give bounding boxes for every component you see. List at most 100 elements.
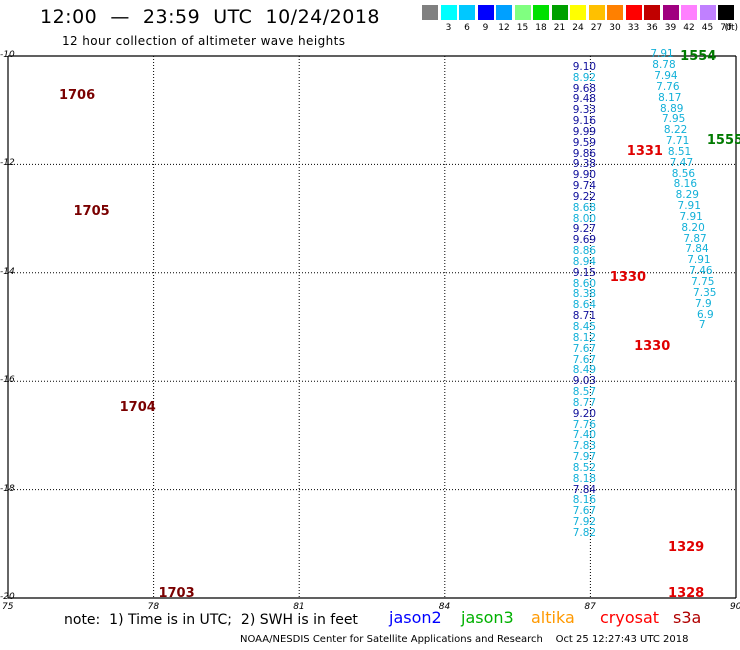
wave-height-value: 9.10 <box>572 60 597 73</box>
wave-height-value: 9.68 <box>572 82 597 95</box>
wave-height-value: 9.99 <box>572 125 597 138</box>
wave-height-value: 9.22 <box>572 190 597 203</box>
wave-height-value: 8.18 <box>572 472 597 485</box>
legend-unit: (ft) <box>724 23 739 33</box>
x-tick-label: 75 <box>2 602 14 612</box>
legend-label: 45 <box>701 23 714 33</box>
y-tick-label: -14 <box>0 266 15 277</box>
legend-label: 12 <box>498 23 510 33</box>
satellite-cryosat: cryosat <box>600 608 660 627</box>
wave-height-value: 7.82 <box>572 526 597 539</box>
wave-height-value: 8.60 <box>572 277 597 290</box>
wave-height-value: 7.91 <box>679 210 703 223</box>
wave-height-value: 7.91 <box>687 254 711 267</box>
wave-height-value: 7.9 <box>694 297 712 310</box>
legend-label: 3 <box>445 23 452 33</box>
wave-height-value: 7.67 <box>572 353 597 366</box>
legend-label: 18 <box>535 23 547 33</box>
pass-number: 1331 <box>626 143 663 159</box>
wave-height-value: 7.46 <box>689 265 713 278</box>
wave-height-value: 7.76 <box>572 418 597 431</box>
wave-height-value: 8.16 <box>673 178 698 191</box>
legend-swatch <box>551 5 568 20</box>
wave-height-value: 9.16 <box>572 115 597 128</box>
legend-label: 27 <box>590 23 603 33</box>
wave-height-value: 8.57 <box>572 386 597 399</box>
wave-height-value: 8.12 <box>572 331 597 344</box>
legend-swatch <box>570 5 586 20</box>
wave-height-value: 8.45 <box>572 321 597 333</box>
wave-height-value: 8.17 <box>658 91 682 104</box>
legend-label: 9 <box>482 23 489 33</box>
legend-swatch <box>422 5 438 20</box>
legend-swatch <box>477 5 494 20</box>
wave-height-value: 9.59 <box>572 136 597 149</box>
satellite-jason2: jason2 <box>389 608 442 627</box>
legend-label: 24 <box>572 23 584 33</box>
pass-number: 1330 <box>609 269 646 285</box>
satellite-jason3: jason3 <box>461 608 514 627</box>
wave-height-value: 9.48 <box>572 93 597 106</box>
wave-height-value: 7.67 <box>572 342 597 355</box>
wave-height-value: 9.27 <box>572 223 597 236</box>
y-tick-label: -10 <box>0 50 15 60</box>
wave-height-value: 8.20 <box>681 221 705 234</box>
wave-height-value: 6.9 <box>696 308 714 321</box>
wave-height-value: 7.40 <box>572 429 597 442</box>
legend-swatch <box>533 5 549 20</box>
legend-swatch <box>440 5 457 20</box>
y-tick-label: -18 <box>0 483 15 494</box>
wave-height-value: 8.51 <box>667 145 692 158</box>
wave-height-value: 9.74 <box>572 180 597 193</box>
legend-swatch <box>644 5 660 20</box>
wave-height-value: 8.38 <box>572 288 597 301</box>
wave-height-value: 8.71 <box>572 310 597 323</box>
legend-swatch <box>718 5 734 20</box>
y-tick-label: -16 <box>0 375 15 386</box>
wave-height-value: 8.92 <box>572 71 597 84</box>
legend-label: 21 <box>553 23 566 33</box>
legend-swatch <box>625 5 642 20</box>
legend-swatch <box>496 5 512 20</box>
x-tick-label: 81 <box>293 602 305 612</box>
wave-height-value: 7.91 <box>650 48 674 61</box>
wave-height-value: 7.94 <box>654 70 678 83</box>
legend-label: 30 <box>609 23 621 33</box>
satellite-altika: altika <box>531 608 575 627</box>
legend-label: 42 <box>683 23 695 33</box>
wave-height-value: 8.94 <box>572 255 597 268</box>
pass-number: 1329 <box>668 539 705 555</box>
x-tick-label: 87 <box>584 602 596 612</box>
wave-height-value: 7.47 <box>669 156 694 169</box>
pass-number: 1703 <box>158 585 195 601</box>
wave-height-value: 8.68 <box>572 201 597 214</box>
wave-height-value: 8.16 <box>572 494 597 507</box>
wave-height-value: 8.00 <box>572 212 597 225</box>
wave-height-value: 8.86 <box>572 245 597 258</box>
pass-number: 1554 <box>680 49 717 64</box>
wave-height-value: 7.97 <box>572 451 597 464</box>
pass-number: 1555 <box>706 133 740 148</box>
legend-label: 6 <box>464 23 470 33</box>
legend-swatch <box>588 5 605 20</box>
pass-number: 1330 <box>634 338 671 354</box>
pass-number: 1706 <box>58 88 96 104</box>
wave-height-value: 8.89 <box>660 102 684 115</box>
wave-height-value: 7.83 <box>572 440 597 453</box>
x-tick-label: 78 <box>147 602 160 612</box>
footer-credit: NOAA/NESDIS Center for Satellite Applica… <box>240 634 689 645</box>
wave-height-value: 9.86 <box>572 147 597 160</box>
wave-height-value: 9.38 <box>572 158 597 171</box>
legend-label: 15 <box>516 23 529 33</box>
wave-height-value: 8.52 <box>572 461 597 474</box>
wave-height-value: 9.69 <box>572 234 597 247</box>
wave-height-value: 7.87 <box>683 232 707 245</box>
wave-height-value: 9.03 <box>572 375 597 388</box>
y-tick-label: -20 <box>0 592 15 602</box>
chart-subtitle: 12 hour collection of altimeter wave hei… <box>62 34 346 48</box>
wave-height-value: 9.90 <box>572 169 597 182</box>
pass-number: 1705 <box>73 204 110 219</box>
wave-height-value: 9.20 <box>572 407 597 420</box>
wave-height-value: 7.91 <box>677 200 701 213</box>
wave-height-value: 7.76 <box>656 80 680 93</box>
